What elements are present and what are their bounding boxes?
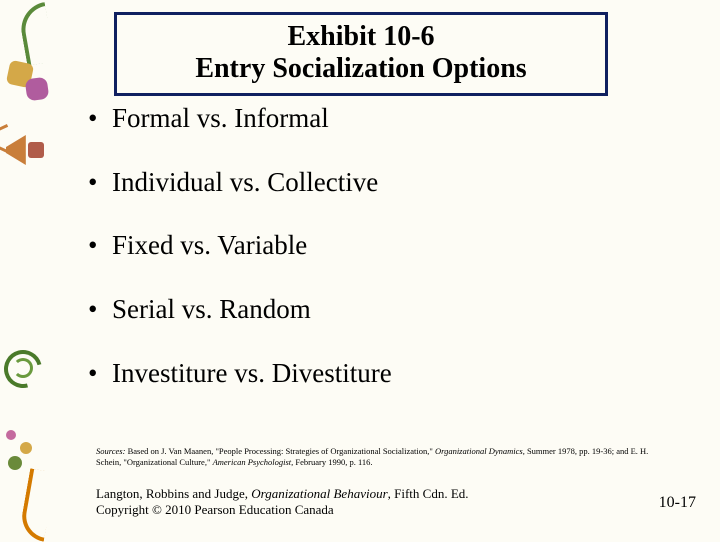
- sources-text: , February 1990, p. 116.: [291, 457, 372, 467]
- list-item: •Formal vs. Informal: [88, 104, 648, 134]
- title-line-2: Entry Socialization Options: [123, 53, 599, 85]
- list-item: •Serial vs. Random: [88, 295, 648, 325]
- list-item: •Investiture vs. Divestiture: [88, 359, 648, 389]
- deco-shape: [20, 442, 32, 454]
- deco-shape: [25, 77, 50, 102]
- deco-shape: [13, 358, 33, 378]
- sources-citation: Sources: Based on J. Van Maanen, "People…: [96, 446, 656, 467]
- bullet-text: Serial vs. Random: [112, 294, 311, 324]
- bullet-text: Fixed vs. Variable: [112, 230, 307, 260]
- list-item: •Fixed vs. Variable: [88, 231, 648, 261]
- footer-citation: Langton, Robbins and Judge, Organization…: [96, 486, 469, 519]
- deco-shape: [8, 456, 22, 470]
- sources-prefix: Sources:: [96, 446, 125, 456]
- bullet-text: Investiture vs. Divestiture: [112, 358, 392, 388]
- sources-text: Based on J. Van Maanen, "People Processi…: [125, 446, 435, 456]
- title-line-1: Exhibit 10-6: [123, 21, 599, 53]
- deco-shape: [18, 468, 56, 541]
- footer-authors: Langton, Robbins and Judge,: [96, 486, 251, 501]
- bullet-text: Formal vs. Informal: [112, 103, 329, 133]
- bullet-list: •Formal vs. Informal •Individual vs. Col…: [88, 104, 648, 422]
- title-box: Exhibit 10-6 Entry Socialization Options: [114, 12, 608, 96]
- deco-shape: [17, 2, 55, 66]
- sources-ital: Organizational Dynamics: [435, 446, 523, 456]
- bullet-text: Individual vs. Collective: [112, 167, 378, 197]
- decorative-strip: [0, 0, 48, 540]
- footer-edition: , Fifth Cdn. Ed.: [388, 486, 469, 501]
- sources-ital: American Psychologist: [213, 457, 292, 467]
- footer-book: Organizational Behaviour: [251, 486, 387, 501]
- deco-shape: [28, 142, 44, 158]
- list-item: •Individual vs. Collective: [88, 168, 648, 198]
- page-number: 10-17: [659, 494, 696, 512]
- deco-shape: [6, 430, 16, 440]
- footer-copyright: Copyright © 2010 Pearson Education Canad…: [96, 502, 334, 517]
